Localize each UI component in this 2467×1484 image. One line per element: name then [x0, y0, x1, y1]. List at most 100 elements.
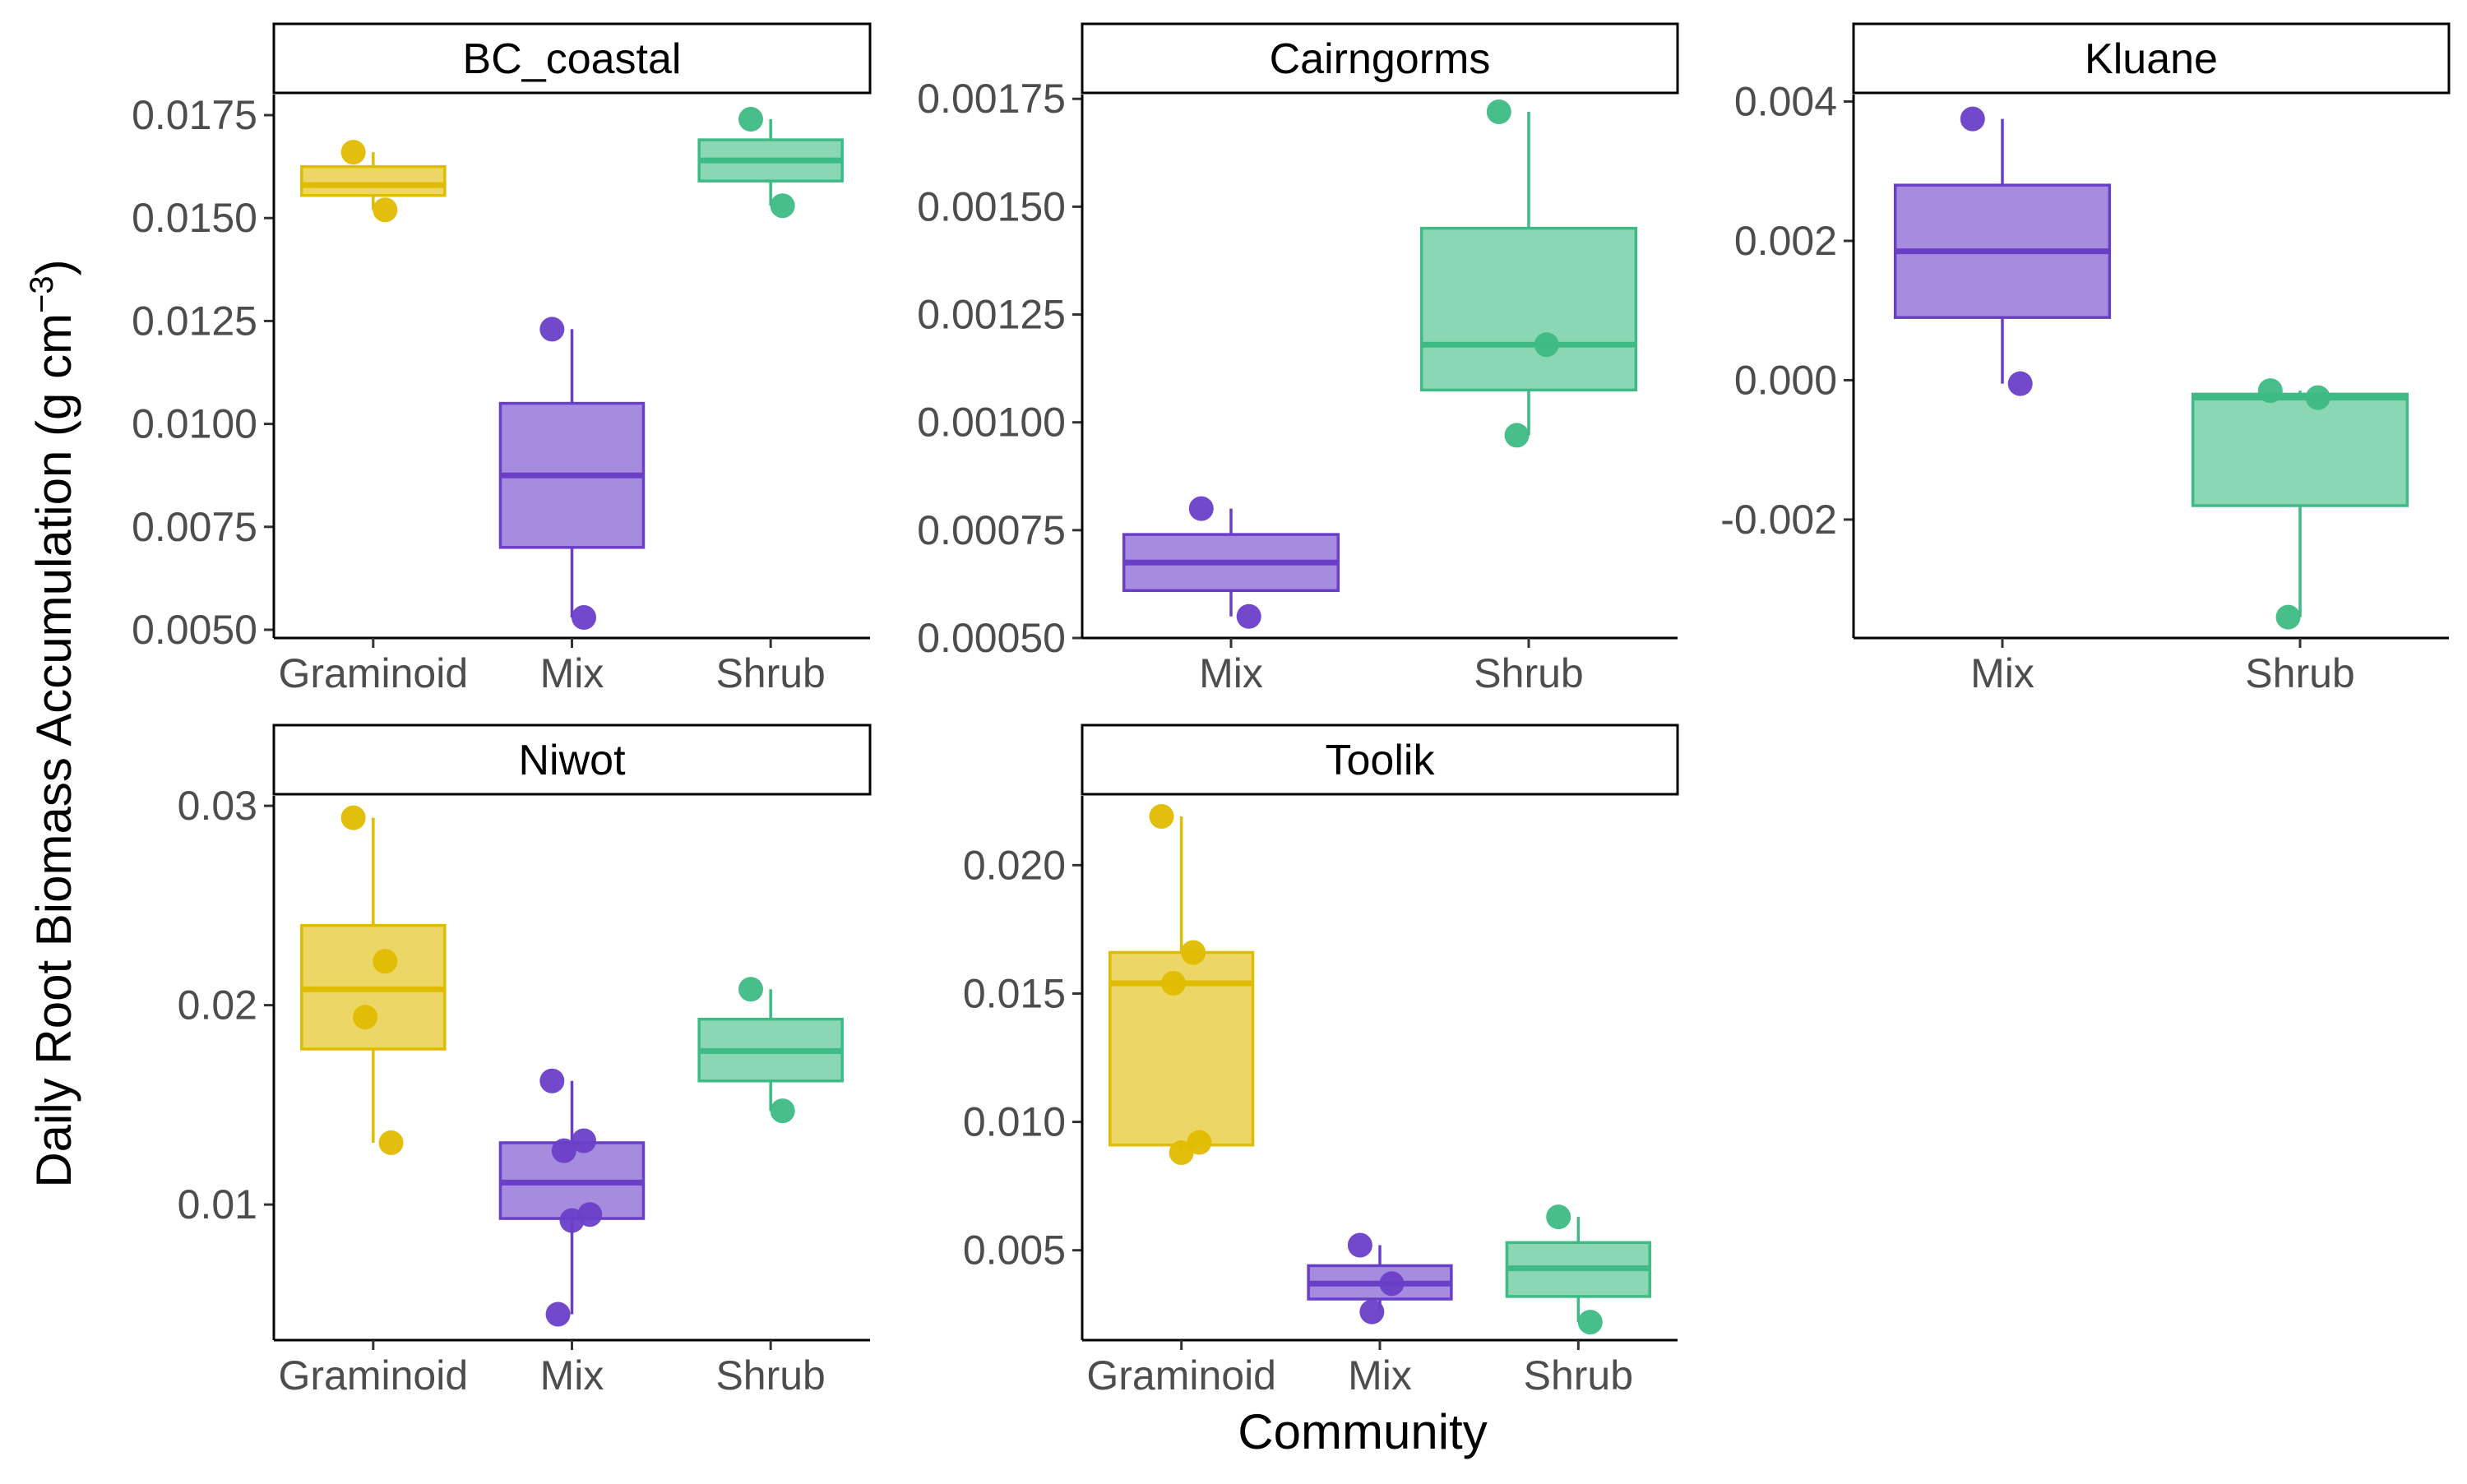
box-cairngorms-mix	[1122, 496, 1340, 629]
strip-kluane	[1852, 22, 2451, 95]
data-point	[770, 193, 795, 219]
data-point	[1149, 803, 1174, 829]
panel-kluane: Kluane -0.002 0.000 0.002 0.004 Mix Shrub	[1720, 22, 2451, 696]
x-tick-label: Mix	[540, 650, 604, 696]
y-tick-label: 0.0075	[132, 504, 257, 550]
data-point	[2257, 378, 2283, 404]
data-point	[1181, 940, 1206, 965]
y-tick-label: 0.020	[963, 842, 1066, 888]
data-point	[340, 140, 366, 165]
x-tick-label: Mix	[1970, 650, 2034, 696]
data-point	[551, 1138, 576, 1163]
y-axis-title-main: Daily Root Biomass Accumulation (g cm	[26, 313, 81, 1188]
strip-toolik	[1081, 724, 1679, 796]
x-tick-label: Graminoid	[1086, 1352, 1276, 1398]
x-tick-label: Mix	[540, 1352, 604, 1398]
data-point	[1169, 1140, 1194, 1166]
data-point	[738, 977, 763, 1002]
data-point	[1236, 603, 1261, 629]
box-body	[1419, 226, 1638, 392]
data-point	[1486, 99, 1511, 124]
y-tick-label: 0.0150	[132, 195, 257, 241]
data-point	[545, 1301, 571, 1327]
strip-label-cairngorms: Cairngorms	[1270, 35, 1491, 83]
y-axis-title-close: )	[26, 259, 81, 275]
y-tick-label: 0.005	[963, 1227, 1066, 1274]
y-axis-title: Daily Root Biomass Accumulation (g cm−3)	[24, 259, 81, 1187]
box-body	[300, 164, 447, 197]
data-point	[340, 805, 366, 830]
box-bc-coastal-shrub	[697, 107, 844, 219]
panel-niwot: Niwot 0.01 0.02 0.03 Graminoid Mix Shrub	[178, 724, 872, 1398]
data-point	[738, 107, 763, 132]
data-point	[378, 1130, 404, 1155]
box-body	[2191, 392, 2409, 507]
y-tick-label: 0.00150	[917, 183, 1066, 229]
y-tick-label: 0.00125	[917, 292, 1066, 338]
data-point	[373, 949, 398, 974]
panel-bc-coastal: BC_coastal 0.0050 0.0075 0.0100 0.0125 0.0150…	[132, 22, 872, 696]
box-niwot-mix	[498, 1068, 646, 1327]
x-tick-label: Shrub	[715, 650, 825, 696]
y-tick-label: 0.0175	[132, 92, 257, 138]
strip-label-bc-coastal: BC_coastal	[463, 35, 682, 83]
y-tick-label: 0.004	[1734, 78, 1837, 124]
panel-toolik: Toolik 0.005 0.010 0.015 0.020 Graminoid Mix Sh…	[963, 724, 1679, 1398]
data-point	[539, 317, 565, 342]
y-tick-label: 0.00075	[917, 507, 1066, 553]
data-point	[770, 1098, 795, 1124]
box-kluane-mix	[1893, 106, 2112, 396]
box-niwot-graminoid	[300, 805, 447, 1155]
strip-label-niwot: Niwot	[518, 737, 626, 784]
data-point	[1960, 106, 1985, 132]
data-point	[2007, 371, 2033, 396]
x-tick-label: Graminoid	[279, 650, 469, 696]
data-point	[2275, 604, 2301, 630]
data-point	[1161, 970, 1187, 996]
x-tick-label: Graminoid	[279, 1352, 469, 1398]
box-kluane-shrub	[2191, 378, 2409, 630]
data-point	[572, 1128, 596, 1153]
data-point	[1379, 1271, 1405, 1297]
data-point	[1187, 1130, 1212, 1155]
x-tick-label: Shrub	[2245, 650, 2354, 696]
x-axis-title: Community	[1238, 1404, 1487, 1459]
data-point	[1534, 332, 1559, 358]
y-tick-label: 0.02	[178, 982, 257, 1029]
y-tick-label: 0.0125	[132, 298, 257, 344]
data-point	[1504, 423, 1530, 448]
data-point	[1577, 1310, 1603, 1335]
box-toolik-graminoid	[1109, 803, 1255, 1166]
x-tick-label: Shrub	[715, 1352, 825, 1398]
x-tick-label: Shrub	[1474, 650, 1583, 696]
y-tick-label: -0.002	[1720, 497, 1837, 543]
data-point	[353, 1005, 378, 1030]
strip-niwot	[272, 724, 872, 796]
y-tick-label: 0.010	[963, 1099, 1066, 1145]
data-point	[1359, 1299, 1385, 1325]
x-tick-label: Shrub	[1524, 1352, 1633, 1398]
box-bc-coastal-mix	[498, 317, 646, 630]
y-tick-label: 0.015	[963, 970, 1066, 1016]
y-tick-label: 0.002	[1734, 218, 1837, 264]
strip-label-kluane: Kluane	[2085, 35, 2218, 83]
x-tick-label: Mix	[1348, 1352, 1412, 1398]
y-tick-label: 0.01	[178, 1181, 257, 1227]
y-tick-label: 0.00050	[917, 615, 1066, 661]
x-tick-label: Mix	[1199, 650, 1263, 696]
data-point	[559, 1208, 585, 1233]
data-point	[1188, 496, 1214, 521]
panel-cairngorms: Cairngorms 0.00050 0.00075 0.00100 0.00125 0.…	[917, 22, 1679, 696]
y-axis-title-superscript: −3	[24, 275, 60, 313]
strip-label-toolik: Toolik	[1326, 737, 1436, 784]
y-tick-label: 0.0100	[132, 401, 257, 447]
y-tick-label: 0.00100	[917, 400, 1066, 446]
data-point	[1546, 1204, 1571, 1230]
y-tick-label: 0.0050	[132, 607, 257, 653]
box-bc-coastal-graminoid	[300, 140, 447, 223]
y-tick-label: 0.00175	[917, 76, 1066, 122]
y-tick-label: 0.000	[1734, 357, 1837, 403]
box-toolik-shrub	[1505, 1204, 1651, 1335]
